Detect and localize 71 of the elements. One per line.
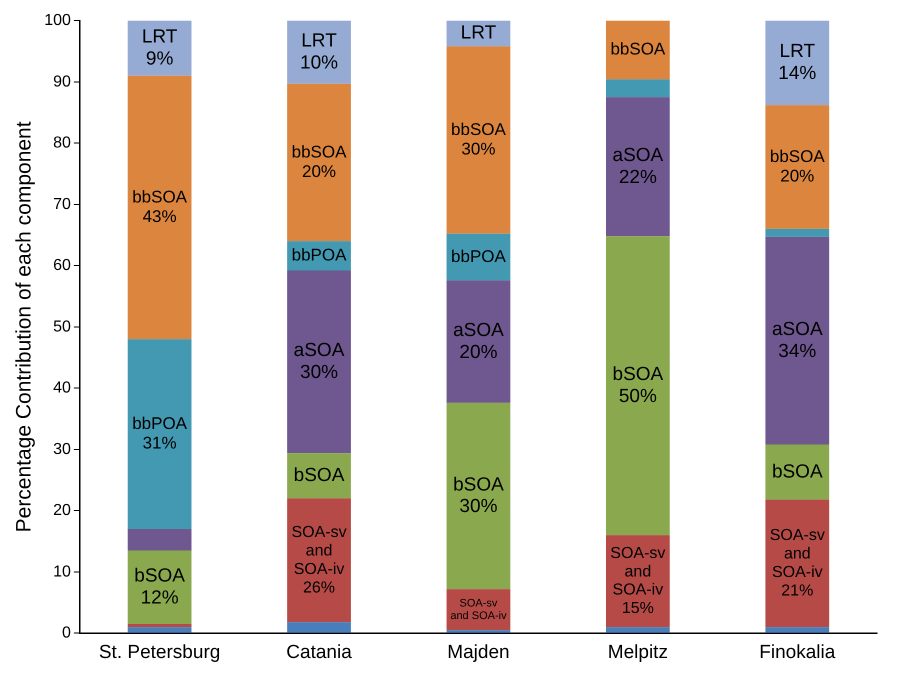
bar	[446, 402, 510, 590]
data-label: aSOA 30%	[294, 340, 345, 383]
bar	[446, 280, 510, 403]
data-label: bbPOA 31%	[132, 414, 188, 453]
x-tick-label: St. Petersburg	[98, 642, 220, 663]
bar	[446, 630, 510, 633]
y-tick-label: 10	[53, 563, 71, 580]
bar	[287, 84, 351, 242]
bar	[606, 20, 670, 80]
bar	[765, 500, 830, 628]
bar	[128, 624, 192, 628]
data-label: SOA-sv and SOA-iv 15%	[610, 544, 666, 618]
bar	[287, 453, 351, 498]
data-label: aSOA 34%	[772, 318, 823, 362]
bar	[287, 498, 351, 622]
bar	[128, 627, 192, 633]
bar	[446, 234, 510, 280]
data-label: bSOA 50%	[612, 364, 664, 407]
data-label: bbSOA 43%	[132, 187, 188, 226]
bar	[446, 46, 510, 234]
y-tick-label: 100	[44, 12, 71, 30]
bar	[765, 627, 830, 633]
bar	[606, 79, 670, 98]
data-label: aSOA 22%	[612, 145, 664, 188]
data-label: bSOA	[772, 461, 823, 482]
x-tick-label: Finokalia	[759, 642, 836, 663]
y-tick-label: 20	[53, 502, 71, 520]
data-label: bbPOA	[451, 246, 507, 266]
bar	[287, 270, 351, 454]
data-label: SOA-sv and SOA-iv 21%	[770, 527, 825, 600]
data-label: bbSOA 20%	[292, 142, 348, 181]
x-tick-label: Majden	[447, 642, 510, 663]
bar	[606, 97, 670, 236]
y-tick-label: 0	[62, 624, 71, 642]
y-tick-label: 40	[53, 380, 71, 397]
bar	[765, 236, 830, 445]
y-tick-label: 70	[53, 196, 71, 213]
data-label: bbPOA	[292, 246, 348, 265]
y-tick-label: 90	[53, 73, 71, 90]
data-label: LRT	[460, 22, 497, 44]
data-label: bSOA	[294, 464, 345, 486]
bar	[606, 627, 670, 633]
bar	[128, 550, 192, 624]
data-label: LRT 9%	[142, 26, 178, 70]
data-label: aSOA 20%	[453, 320, 504, 363]
y-tick-label: 50	[53, 318, 71, 336]
bar	[128, 76, 192, 340]
bar	[606, 236, 670, 536]
bar	[765, 20, 830, 106]
y-tick-label: 80	[53, 134, 71, 152]
y-tick-label: 30	[53, 440, 71, 458]
bar	[287, 622, 351, 633]
data-label: LRT 10%	[300, 30, 338, 74]
data-label: SOA-sv and SOA-iv 26%	[291, 524, 347, 596]
bar	[128, 339, 192, 530]
data-label: bbSOA	[610, 40, 666, 59]
bar	[765, 444, 830, 500]
bar	[128, 529, 192, 550]
y-tick-label: 60	[53, 257, 71, 274]
x-tick-label: Melpitz	[608, 642, 668, 663]
bar	[765, 228, 830, 237]
bar	[765, 105, 830, 229]
data-label: bbSOA 30%	[451, 120, 507, 159]
data-label: bSOA 30%	[453, 474, 504, 518]
data-label: bbSOA 20%	[770, 146, 826, 186]
bar	[287, 20, 351, 84]
y-axis-title: Percentage Contribution of each component	[12, 121, 36, 532]
data-label: bSOA 12%	[134, 566, 186, 608]
data-label: SOA-sv and SOA-iv	[450, 597, 508, 622]
x-tick-label: Catania	[286, 642, 352, 663]
data-label: LRT 14%	[778, 41, 816, 84]
